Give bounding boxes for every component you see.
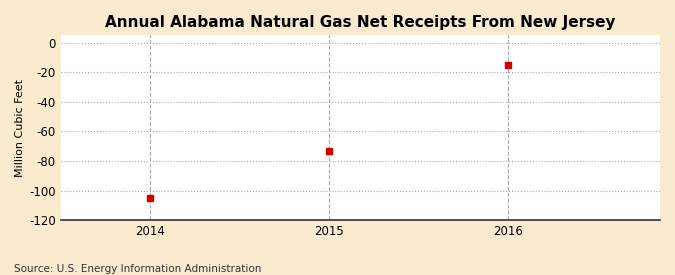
Title: Annual Alabama Natural Gas Net Receipts From New Jersey: Annual Alabama Natural Gas Net Receipts …: [105, 15, 616, 30]
Text: Source: U.S. Energy Information Administration: Source: U.S. Energy Information Administ…: [14, 264, 261, 274]
Y-axis label: Million Cubic Feet: Million Cubic Feet: [15, 79, 25, 177]
